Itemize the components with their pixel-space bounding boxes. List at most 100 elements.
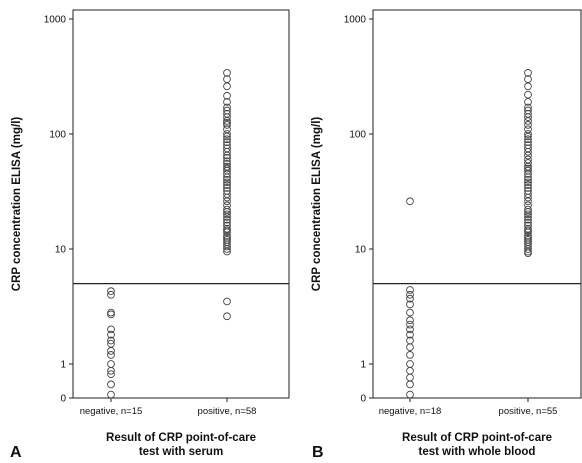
data-point <box>107 287 115 296</box>
data-point <box>406 380 414 389</box>
data-point <box>223 312 231 321</box>
data-point <box>524 181 532 189</box>
data-point <box>223 210 231 219</box>
data-point <box>524 135 532 144</box>
data-point <box>524 178 532 187</box>
data-point <box>524 90 532 99</box>
y-tick-label: 0 <box>360 394 366 405</box>
data-point <box>524 249 532 258</box>
data-point <box>107 336 115 345</box>
data-point <box>223 103 231 112</box>
data-point <box>223 113 231 122</box>
y-tick-label: 10 <box>355 245 367 256</box>
data-point <box>524 164 532 173</box>
data-point <box>223 215 231 224</box>
data-point <box>406 286 414 294</box>
y-tick-label: 100 <box>349 130 366 141</box>
data-point <box>524 132 532 141</box>
data-point <box>223 147 231 156</box>
data-point <box>406 343 414 352</box>
data-point <box>524 184 532 192</box>
data-point <box>406 330 414 339</box>
data-point <box>223 75 231 83</box>
data-point <box>223 164 231 173</box>
y-axis-label-a: CRP concentration ELISA (mg/l) <box>11 117 23 292</box>
data-point <box>524 170 532 178</box>
y-axis-label-b: CRP concentration ELISA (mg/l) <box>311 117 323 292</box>
x-categories-a: negative, n=15 positive, n=58 <box>80 398 257 417</box>
panel-label-b: B <box>312 444 324 461</box>
data-point <box>406 316 414 325</box>
data-point <box>406 351 414 359</box>
data-point <box>524 159 532 167</box>
data-point <box>524 130 532 138</box>
data-point <box>223 218 231 227</box>
data-point <box>223 240 231 249</box>
data-point <box>406 373 414 382</box>
data-point <box>223 213 231 221</box>
data-point <box>223 181 231 189</box>
data-point <box>524 232 532 240</box>
data-point <box>406 294 414 303</box>
data-point <box>223 82 231 91</box>
data-point <box>524 173 532 182</box>
data-point <box>107 370 115 379</box>
x-category-label: positive, n=58 <box>198 406 257 417</box>
data-point <box>107 347 115 355</box>
x-axis-label-b-line1: Result of CRP point-of-care <box>402 432 552 444</box>
data-point <box>524 113 532 122</box>
data-point <box>524 125 532 134</box>
data-point <box>524 215 532 224</box>
points-a <box>107 69 231 399</box>
data-point <box>406 320 414 329</box>
data-point <box>524 218 532 227</box>
data-point <box>107 351 115 359</box>
points-b <box>406 69 532 399</box>
data-point <box>223 151 231 160</box>
x-axis-label-b-line2: test with whole blood <box>419 446 536 458</box>
data-point <box>223 193 231 202</box>
data-point <box>107 310 115 319</box>
data-point <box>524 147 532 156</box>
data-point <box>524 75 532 83</box>
data-point <box>223 130 231 138</box>
y-tick-label: 10 <box>55 245 67 256</box>
x-axis-label-a-line1: Result of CRP point-of-care <box>106 432 256 444</box>
data-point <box>223 138 231 146</box>
data-point <box>406 366 414 375</box>
data-point <box>223 121 231 129</box>
x-axis-label-a-line2: test with serum <box>139 446 223 458</box>
data-point <box>406 325 414 334</box>
panel-b: CRP concentration ELISA (mg/l) Result of… <box>311 9 582 461</box>
data-point <box>524 117 532 125</box>
data-point <box>223 69 231 77</box>
data-point <box>223 173 231 182</box>
y-tick-label: 1000 <box>44 15 67 26</box>
data-point <box>524 103 532 112</box>
data-point <box>524 175 532 184</box>
data-point <box>406 308 414 317</box>
data-point <box>223 245 231 253</box>
data-point <box>524 151 532 160</box>
data-point <box>107 330 115 339</box>
data-point <box>524 240 532 249</box>
data-point <box>107 290 115 299</box>
y-tick-label: 0 <box>60 394 66 405</box>
x-categories-b: negative, n=18 positive, n=55 <box>379 398 557 417</box>
data-point <box>223 184 231 192</box>
data-point <box>406 290 414 299</box>
data-point <box>524 205 532 214</box>
panel-a: CRP concentration ELISA (mg/l) Result of… <box>10 9 290 461</box>
data-point <box>223 98 231 106</box>
data-point <box>524 98 532 106</box>
data-point <box>524 121 532 129</box>
y-tick-label: 100 <box>49 130 66 141</box>
x-category-label: negative, n=18 <box>379 406 442 417</box>
data-point <box>223 242 231 251</box>
plot-frame-b <box>372 9 582 399</box>
data-point <box>223 154 231 162</box>
data-point <box>223 197 231 206</box>
y-ticks-b: 0 1 10 100 1000 <box>344 15 581 405</box>
plot-frame-a <box>72 9 290 399</box>
